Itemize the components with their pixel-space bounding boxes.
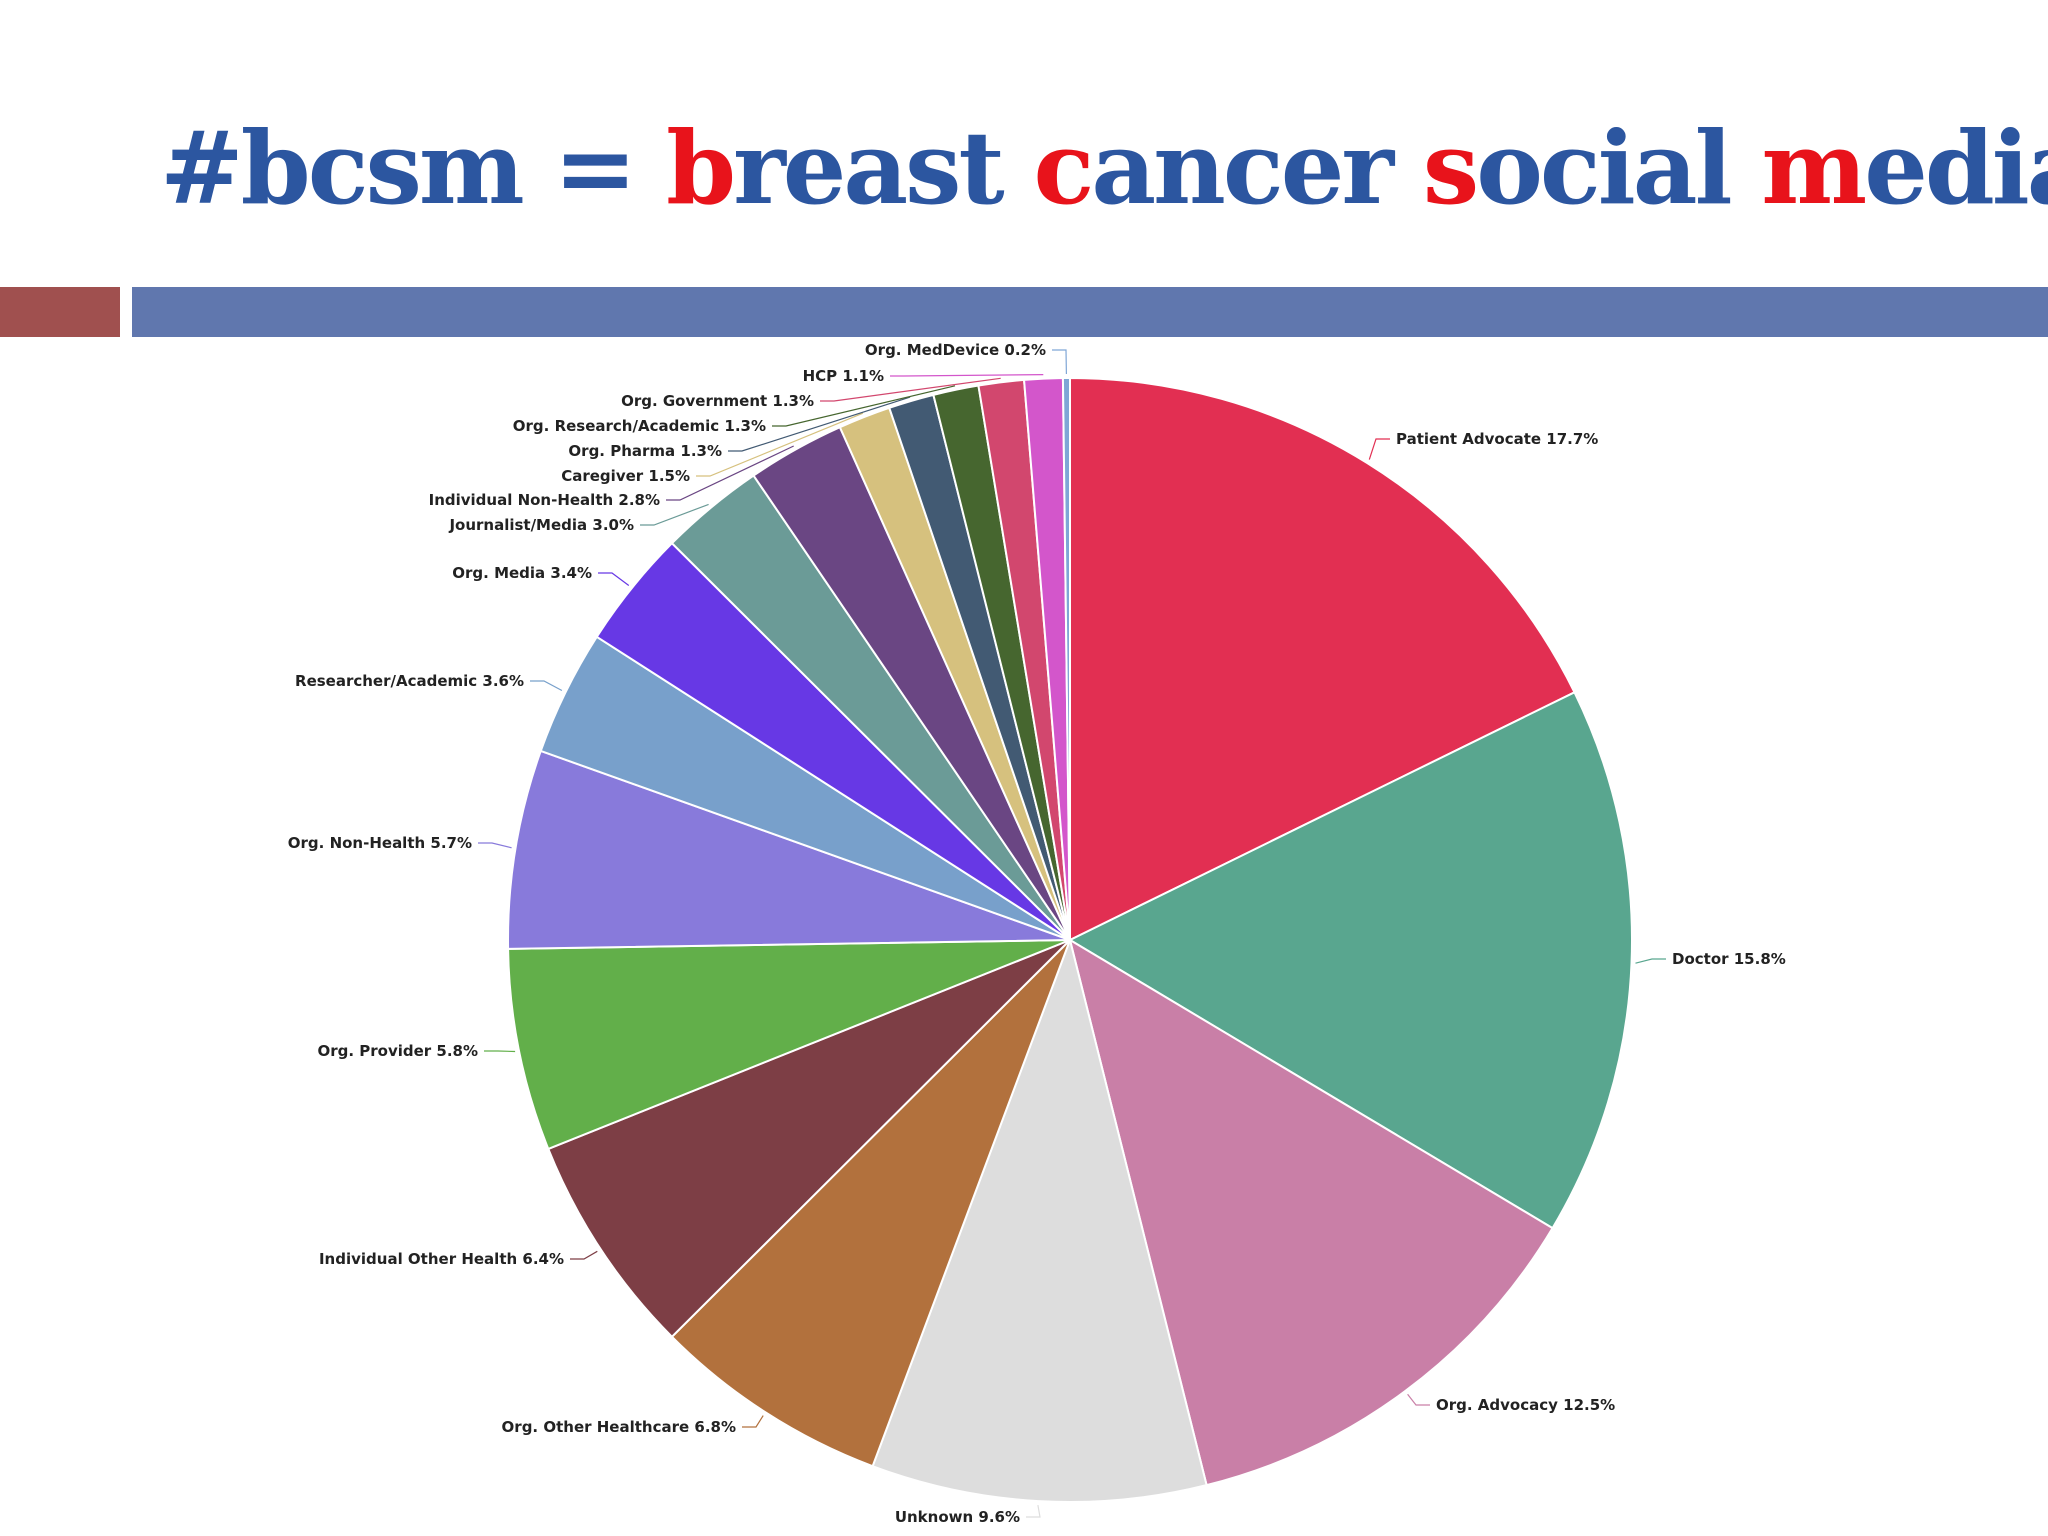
slice-label: Doctor 15.8%: [1672, 950, 1786, 968]
slice-label: Researcher/Academic 3.6%: [295, 672, 524, 690]
leader-line: [666, 445, 794, 501]
slice-label: Individual Non-Health 2.8%: [429, 491, 660, 509]
title-text: #bcsm =: [160, 109, 667, 227]
slice-label: Org. Non-Health 5.7%: [288, 834, 472, 852]
leader-line: [1368, 438, 1390, 460]
leader-line: [772, 385, 956, 427]
leader-line: [530, 680, 563, 692]
title-accent-letter: s: [1422, 109, 1479, 227]
slice-label: Individual Other Health 6.4%: [319, 1250, 564, 1268]
slice-label: Org. Government 1.3%: [621, 392, 814, 410]
pie-slice: [546, 939, 1071, 1339]
slice-label: HCP 1.1%: [803, 367, 884, 385]
leader-line: [484, 1050, 516, 1053]
pie-slice: [871, 936, 1208, 1503]
pie-slice-labels: Patient Advocate 17.7% Doctor 15.8% Org. A…: [288, 341, 1786, 1526]
leader-line: [1026, 1504, 1041, 1518]
leader-line: [890, 374, 1044, 377]
title-text: ocial: [1476, 109, 1762, 227]
slice-label: Org. Media 3.4%: [452, 564, 592, 582]
title-text: reast: [733, 109, 1034, 227]
left-accent-bar: [0, 287, 120, 337]
leader-line: [598, 572, 630, 586]
leader-line: [742, 1415, 764, 1428]
slice-label: Org. Pharma 1.3%: [568, 442, 722, 460]
slice-label: Journalist/Media 3.0%: [448, 516, 634, 534]
pie-slice: [670, 939, 1071, 1468]
pie-slice: [1067, 690, 1633, 1230]
title-divider-bar: [132, 287, 2048, 337]
slice-label: Org. Other Healthcare 6.8%: [502, 1418, 736, 1436]
slice-label: Org. MedDevice 0.2%: [865, 341, 1046, 359]
slice-label: Unknown 9.6%: [895, 1508, 1020, 1526]
pie-slice: [1068, 937, 1554, 1487]
title-accent-letter: m: [1761, 109, 1867, 227]
slice-label: Patient Advocate 17.7%: [1396, 430, 1598, 448]
leader-line: [478, 842, 512, 849]
leader-line: [640, 503, 709, 526]
title-accent-letter: b: [666, 109, 736, 227]
pie-slice: [507, 749, 1071, 950]
slide-title: #bcsm = breast cancer social media: [160, 108, 2048, 228]
slice-label: Org. Provider 5.8%: [317, 1042, 478, 1060]
pie-slice: [1061, 376, 1071, 941]
leader-line: [728, 396, 911, 452]
leader-line: [1407, 1393, 1430, 1406]
leader-line: [820, 377, 1001, 402]
slice-label: Org. Advocacy 12.5%: [1436, 1396, 1615, 1414]
pie-slice: [507, 939, 1071, 1151]
slice-label: Org. Research/Academic 1.3%: [513, 417, 766, 435]
title-text: ancer: [1091, 109, 1423, 227]
pie-leader-lines: [478, 349, 1666, 1518]
leader-line: [1635, 958, 1666, 964]
pie-slices: [507, 376, 1633, 1503]
title-text: edia: [1864, 109, 2048, 227]
slice-label: Caregiver 1.5%: [561, 467, 690, 485]
pie-slice: [1069, 376, 1576, 942]
title-accent-letter: c: [1033, 109, 1094, 227]
leader-line: [696, 412, 864, 477]
leader-line: [570, 1250, 598, 1260]
leader-line: [1052, 349, 1067, 375]
